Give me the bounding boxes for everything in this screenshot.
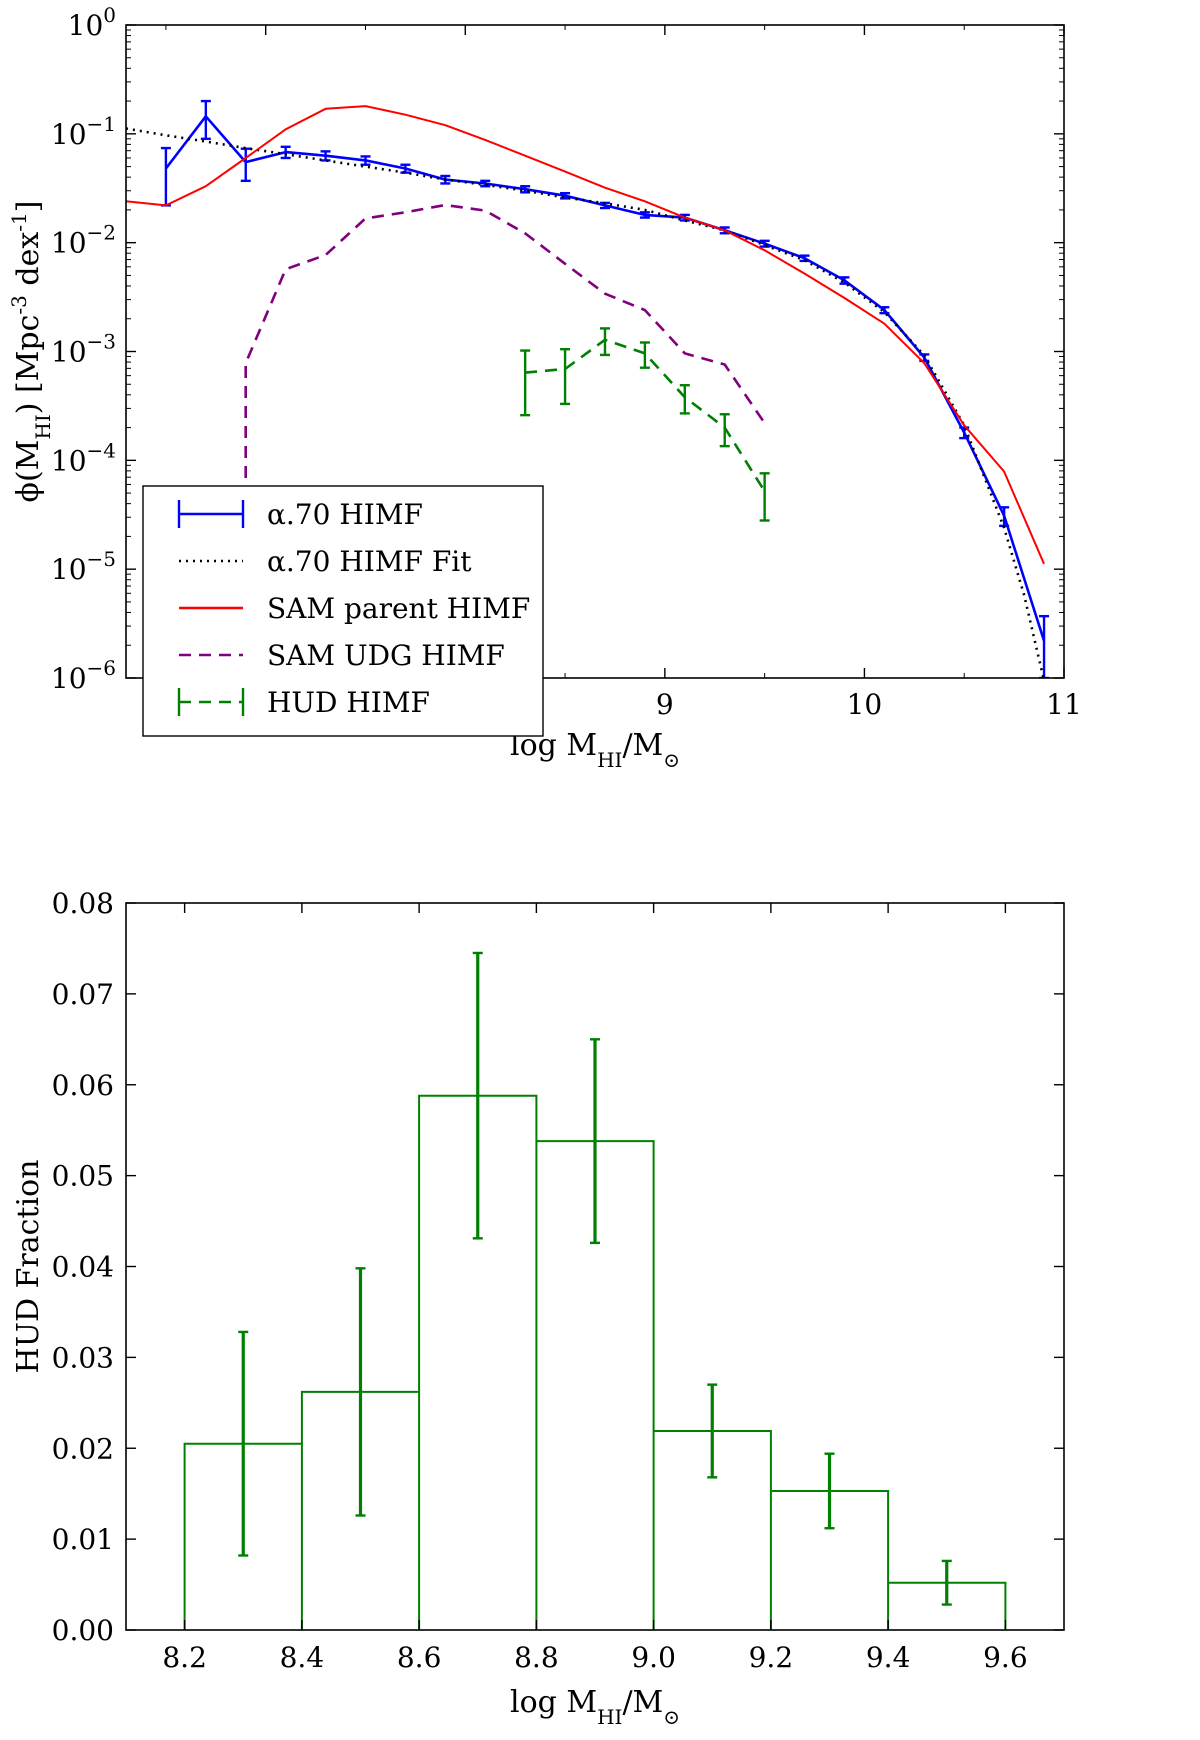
top-ylabel-superscript: -3: [7, 295, 31, 314]
bottom-ylabel: HUD Fraction: [11, 1160, 46, 1374]
legend-label-1: α.70 HIMF Fit: [267, 545, 472, 578]
top-xlabel-subscript: ⊙: [663, 748, 680, 772]
top-ytick-exponent: −2: [87, 221, 116, 245]
top-ytick-exponent: 0: [103, 3, 116, 27]
top-ylabel-part: ]: [11, 201, 46, 213]
top-ytick-label-1: 10−1: [51, 112, 116, 151]
bottom-xtick-label-2: 8.6: [397, 1641, 442, 1674]
bottom-ytick-label-7: 0.07: [52, 978, 114, 1011]
bottom-ytick-label-5: 0.05: [52, 1160, 114, 1193]
bottom-ytick-label-6: 0.06: [52, 1069, 114, 1102]
top-ytick-label-4: 10−4: [51, 438, 116, 477]
bottom-xtick-label-6: 9.4: [866, 1641, 911, 1674]
bottom-xtick-label-4: 9.0: [631, 1641, 676, 1674]
bottom-ytick-label-4: 0.04: [52, 1251, 114, 1284]
series-line-2: [126, 105, 1045, 565]
top-ytick-exponent: −6: [87, 656, 116, 680]
bottom-xtick-label-0: 8.2: [162, 1641, 207, 1674]
legend-label-0: α.70 HIMF: [267, 498, 423, 531]
top-ytick-exponent: −4: [87, 438, 116, 462]
top-ylabel-part: ) [Mpc: [11, 315, 46, 415]
top-ytick-exponent: −5: [87, 547, 116, 571]
top-ylabel-subscript: HI: [31, 414, 55, 439]
bottom-xlabel-subscript: HI: [597, 1705, 622, 1729]
top-ytick-exponent: −3: [87, 330, 116, 354]
legend-box: [142, 485, 544, 737]
top-ytick-base: 10: [51, 118, 87, 151]
bottom-ylabel-part: HUD Fraction: [11, 1160, 46, 1374]
top-ylabel: ϕ(MHI) [Mpc-3 dex-1]: [7, 201, 55, 503]
top-ytick-base: 10: [51, 336, 87, 369]
bottom-ytick-label-0: 0.00: [52, 1614, 114, 1647]
top-ytick-base: 10: [51, 553, 87, 586]
top-ytick-label-6: 10−6: [51, 656, 116, 695]
bottom-ytick-label-2: 0.02: [52, 1432, 114, 1465]
top-xlabel-subscript: HI: [597, 748, 622, 772]
bottom-xlabel-part: /M: [622, 1685, 663, 1720]
bottom-xlabel-part: log M: [510, 1685, 597, 1720]
top-ytick-exponent: −1: [87, 112, 116, 136]
top-ylabel-part: ϕ(M: [11, 440, 46, 503]
bottom-ytick-label-8: 0.08: [52, 887, 114, 920]
top-ytick-base: 10: [51, 444, 87, 477]
top-plot-area: [126, 99, 1050, 678]
bottom-ytick-label-1: 0.01: [52, 1523, 114, 1556]
top-ytick-label-3: 10−3: [51, 330, 116, 369]
top-ytick-label-0: 100: [68, 3, 116, 42]
bottom-ytick-label-3: 0.03: [52, 1341, 114, 1374]
top-xtick-label-3: 10: [847, 688, 883, 721]
legend-label-2: SAM parent HIMF: [267, 592, 530, 625]
top-ytick-base: 10: [68, 9, 104, 42]
top-ylabel-part: dex: [11, 232, 46, 295]
bottom-xtick-label-3: 8.8: [514, 1641, 559, 1674]
top-ylabel-superscript: -1: [7, 212, 31, 231]
legend-label-3: SAM UDG HIMF: [267, 639, 505, 672]
bottom-chart-panel: 8.2 8.4 8.6 8.8 9.0 9.2 9.4 9.6 0.00 0.01 0.02 0.03…: [11, 887, 1065, 1729]
bottom-xtick-label-7: 9.6: [983, 1641, 1028, 1674]
top-xtick-label-4: 11: [1046, 688, 1082, 721]
top-ytick-base: 10: [51, 227, 87, 260]
top-ytick-label-5: 10−5: [51, 547, 116, 586]
top-ytick-label-2: 10−2: [51, 221, 116, 260]
bottom-xlabel-subscript: ⊙: [663, 1705, 680, 1729]
bottom-xtick-label-5: 9.2: [749, 1641, 794, 1674]
series-line-1: [126, 127, 1045, 678]
top-ytick-base: 10: [51, 662, 87, 695]
bottom-xlabel: log MHI/M⊙: [510, 1685, 680, 1729]
bottom-xtick-label-1: 8.4: [280, 1641, 325, 1674]
top-xlabel-part: /M: [622, 728, 663, 763]
series-line-3: [244, 203, 766, 678]
top-xtick-label-2: 9: [656, 688, 674, 721]
legend-label-4: HUD HIMF: [267, 686, 430, 719]
